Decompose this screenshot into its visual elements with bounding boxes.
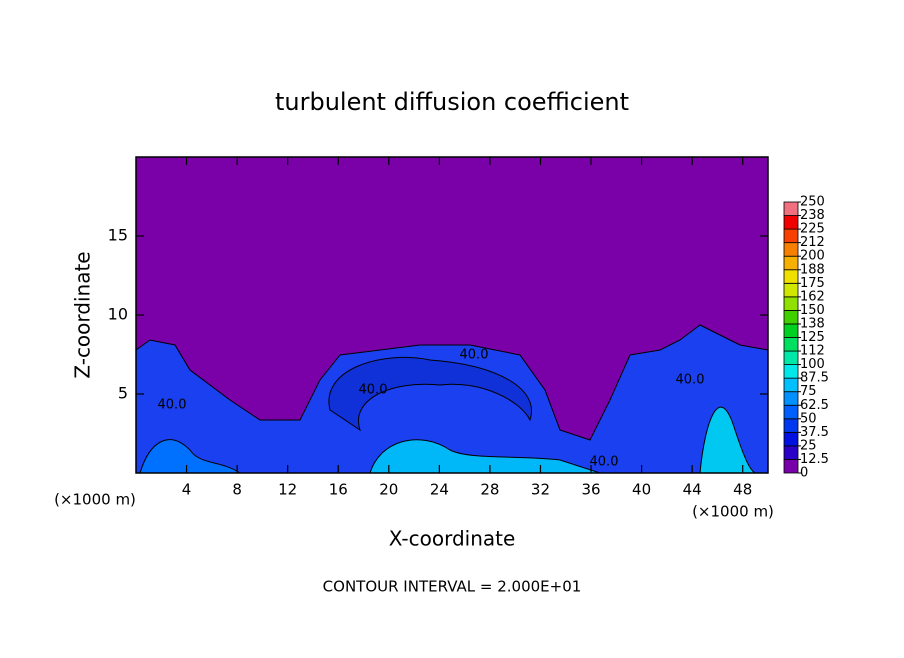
colorbar-label: 12.5 bbox=[800, 452, 829, 467]
colorbar-label: 200 bbox=[800, 249, 825, 264]
colorbar-label: 37.5 bbox=[800, 425, 829, 440]
colorbar-segment bbox=[783, 337, 799, 352]
x-tick-label: 8 bbox=[232, 481, 242, 499]
colorbar-segment bbox=[783, 269, 799, 284]
contour-label: 40.0 bbox=[460, 348, 489, 363]
colorbar-label: 212 bbox=[800, 235, 825, 250]
colorbar-label: 125 bbox=[800, 330, 825, 345]
colorbar-label: 112 bbox=[800, 344, 825, 359]
y-axis-label: Z-coordinate bbox=[71, 251, 95, 378]
x-tick-label: 32 bbox=[531, 481, 550, 499]
colorbar-label: 50 bbox=[800, 411, 817, 426]
colorbar-segment bbox=[783, 242, 799, 257]
colorbar-label: 175 bbox=[800, 276, 825, 291]
colorbar-segment bbox=[783, 309, 799, 325]
colorbar-segment bbox=[783, 431, 799, 447]
colorbar-segment bbox=[783, 418, 799, 433]
high-patch bbox=[139, 439, 242, 474]
colorbar-label: 87.5 bbox=[800, 371, 829, 386]
chart-title: turbulent diffusion coefficient bbox=[275, 88, 629, 116]
colorbar-label: 138 bbox=[800, 316, 825, 331]
colorbar-segment bbox=[783, 364, 799, 379]
footer-note: CONTOUR INTERVAL = 2.000E+01 bbox=[323, 578, 582, 596]
contour-label: 40.0 bbox=[158, 398, 187, 413]
contour-label: 40.0 bbox=[359, 383, 388, 398]
colorbar-label: 62.5 bbox=[800, 398, 829, 413]
colorbar-segment bbox=[783, 228, 799, 244]
x-tick-label: 12 bbox=[278, 481, 297, 499]
x-tick-label: 28 bbox=[480, 481, 499, 499]
colorbar-segment bbox=[783, 201, 799, 216]
x-tick-label: 20 bbox=[379, 481, 398, 499]
x-tick-label: 16 bbox=[329, 481, 348, 499]
high-patch bbox=[699, 406, 757, 474]
colorbar-label: 100 bbox=[800, 357, 825, 372]
swirl bbox=[328, 356, 532, 432]
turbulent-region bbox=[135, 324, 769, 474]
y-tick-label: 5 bbox=[118, 384, 128, 403]
colorbar-segment bbox=[783, 323, 799, 338]
colorbar-label: 250 bbox=[800, 195, 825, 210]
colorbar-label: 0 bbox=[800, 466, 808, 481]
colorbar-segment bbox=[783, 350, 799, 365]
colorbar-label: 162 bbox=[800, 289, 825, 304]
colorbar-label: 150 bbox=[800, 303, 825, 318]
colorbar-segment bbox=[783, 296, 799, 311]
x-tick-label: 44 bbox=[683, 481, 702, 499]
colorbar-label: 25 bbox=[800, 438, 817, 453]
contour-label: 40.0 bbox=[590, 455, 619, 470]
colorbar-segment bbox=[783, 391, 799, 406]
colorbar-label: 75 bbox=[800, 384, 817, 399]
contour-label: 40.0 bbox=[676, 373, 705, 388]
x-tick-label: 24 bbox=[430, 481, 449, 499]
x-tick-label: 40 bbox=[632, 481, 651, 499]
colorbar-segment bbox=[783, 459, 799, 474]
y-tick-label: 15 bbox=[108, 226, 128, 245]
colorbar-segment bbox=[783, 282, 799, 298]
x-unit-label: (×1000 m) bbox=[692, 503, 774, 521]
colorbar-segment bbox=[783, 377, 799, 393]
colorbar-segment bbox=[783, 404, 799, 420]
colorbar-segment bbox=[783, 215, 799, 230]
x-unit-label: (×1000 m) bbox=[54, 491, 136, 509]
x-tick-label: 36 bbox=[581, 481, 600, 499]
colorbar-label: 225 bbox=[800, 222, 825, 237]
colorbar-segment bbox=[783, 445, 799, 460]
colorbar-segment bbox=[783, 255, 799, 271]
x-tick-label: 4 bbox=[182, 481, 192, 499]
high-patch bbox=[369, 439, 601, 474]
colorbar-label: 188 bbox=[800, 262, 825, 277]
x-tick-label: 48 bbox=[733, 481, 752, 499]
y-tick-label: 10 bbox=[108, 305, 128, 324]
x-axis-label: X-coordinate bbox=[389, 527, 516, 551]
colorbar-label: 238 bbox=[800, 208, 825, 223]
